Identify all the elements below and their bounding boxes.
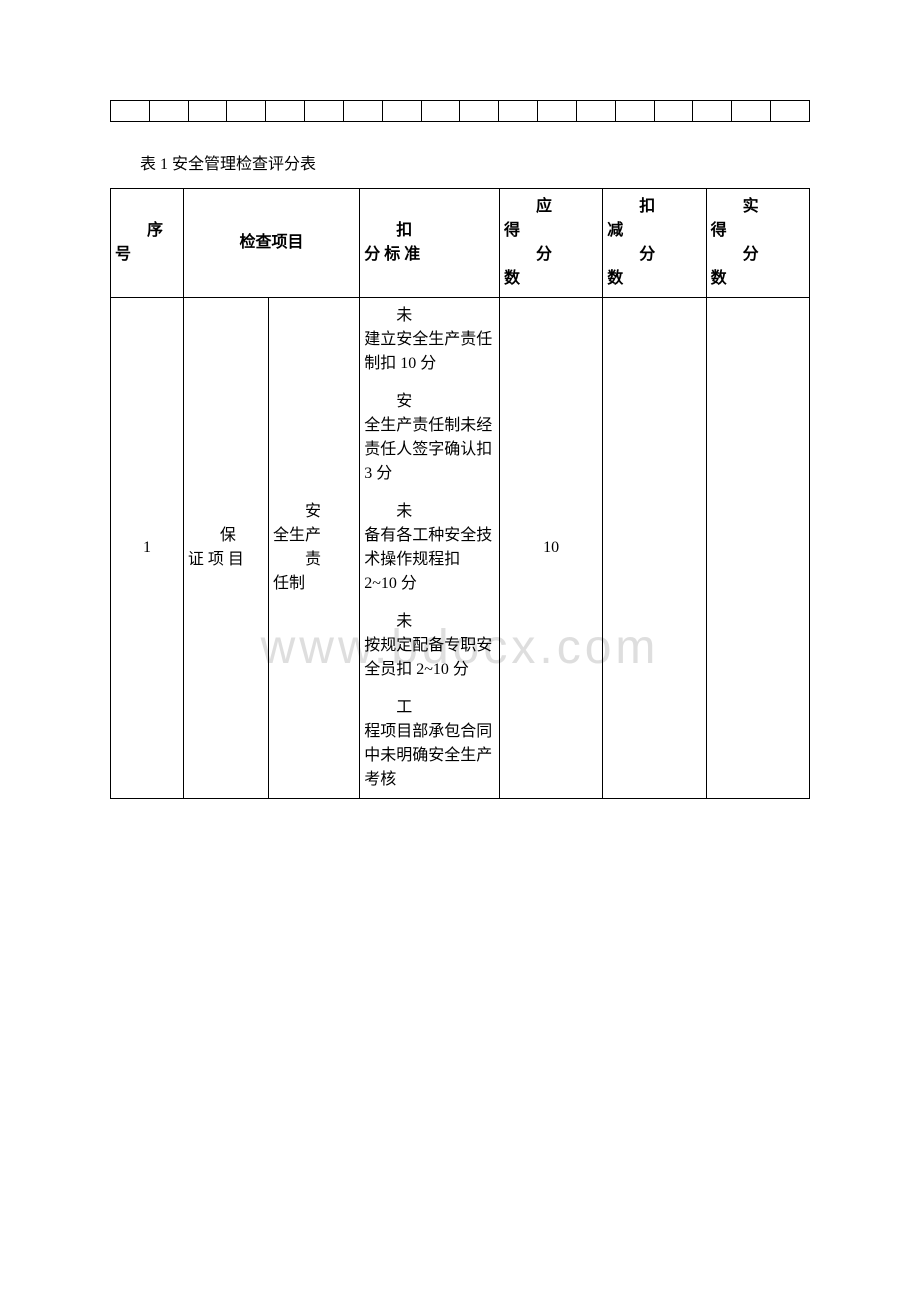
cell-ying: 10: [499, 298, 602, 799]
empty-cell: [732, 101, 771, 122]
empty-cell: [111, 101, 150, 122]
scoring-table: 序 号 检查项目 扣 分 标 准 应 得 分 数 扣 减 分: [110, 188, 810, 799]
empty-cell: [149, 101, 188, 122]
empty-cell: [771, 101, 810, 122]
criteria-item: 未按规定配备专职安全员扣 2~10 分: [364, 610, 495, 682]
empty-cell: [576, 101, 615, 122]
empty-cell: [499, 101, 538, 122]
empty-cell: [305, 101, 344, 122]
hdr-std: 扣 分 标 准: [360, 189, 500, 298]
table-row: 1 保 证 项 目 安 全生产 责 任制 未建立安全生产责任制扣 10 分安全生…: [111, 298, 810, 799]
table-header-row: 序 号 检查项目 扣 分 标 准 应 得 分 数 扣 减 分: [111, 189, 810, 298]
criteria-item: 未备有各工种安全技术操作规程扣 2~10 分: [364, 500, 495, 596]
criteria-item: 工程项目部承包合同中未明确安全生产考核: [364, 696, 495, 792]
hdr-item: 检查项目: [183, 189, 359, 298]
empty-cell: [266, 101, 305, 122]
cell-category: 保 证 项 目: [183, 298, 268, 799]
empty-cell: [460, 101, 499, 122]
empty-cell: [538, 101, 577, 122]
criteria-item: 安全生产责任制未经责任人签字确认扣 3 分: [364, 390, 495, 486]
empty-cell: [693, 101, 732, 122]
empty-cell: [227, 101, 266, 122]
table-caption: 表 1 安全管理检查评分表: [140, 150, 810, 174]
empty-cell: [343, 101, 382, 122]
empty-grid-table: [110, 100, 810, 122]
hdr-seq: 序 号: [111, 189, 184, 298]
criteria-item: 未建立安全生产责任制扣 10 分: [364, 304, 495, 376]
cell-kou: [603, 298, 706, 799]
empty-cell: [654, 101, 693, 122]
hdr-kou: 扣 减 分 数: [603, 189, 706, 298]
empty-cell: [188, 101, 227, 122]
empty-cell: [382, 101, 421, 122]
cell-shi: [706, 298, 809, 799]
cell-criteria: 未建立安全生产责任制扣 10 分安全生产责任制未经责任人签字确认扣 3 分未备有…: [360, 298, 500, 799]
empty-cell: [615, 101, 654, 122]
empty-cell: [421, 101, 460, 122]
hdr-shi: 实 得 分 数: [706, 189, 809, 298]
hdr-ying: 应 得 分 数: [499, 189, 602, 298]
cell-subitem: 安 全生产 责 任制: [269, 298, 360, 799]
cell-seq: 1: [111, 298, 184, 799]
